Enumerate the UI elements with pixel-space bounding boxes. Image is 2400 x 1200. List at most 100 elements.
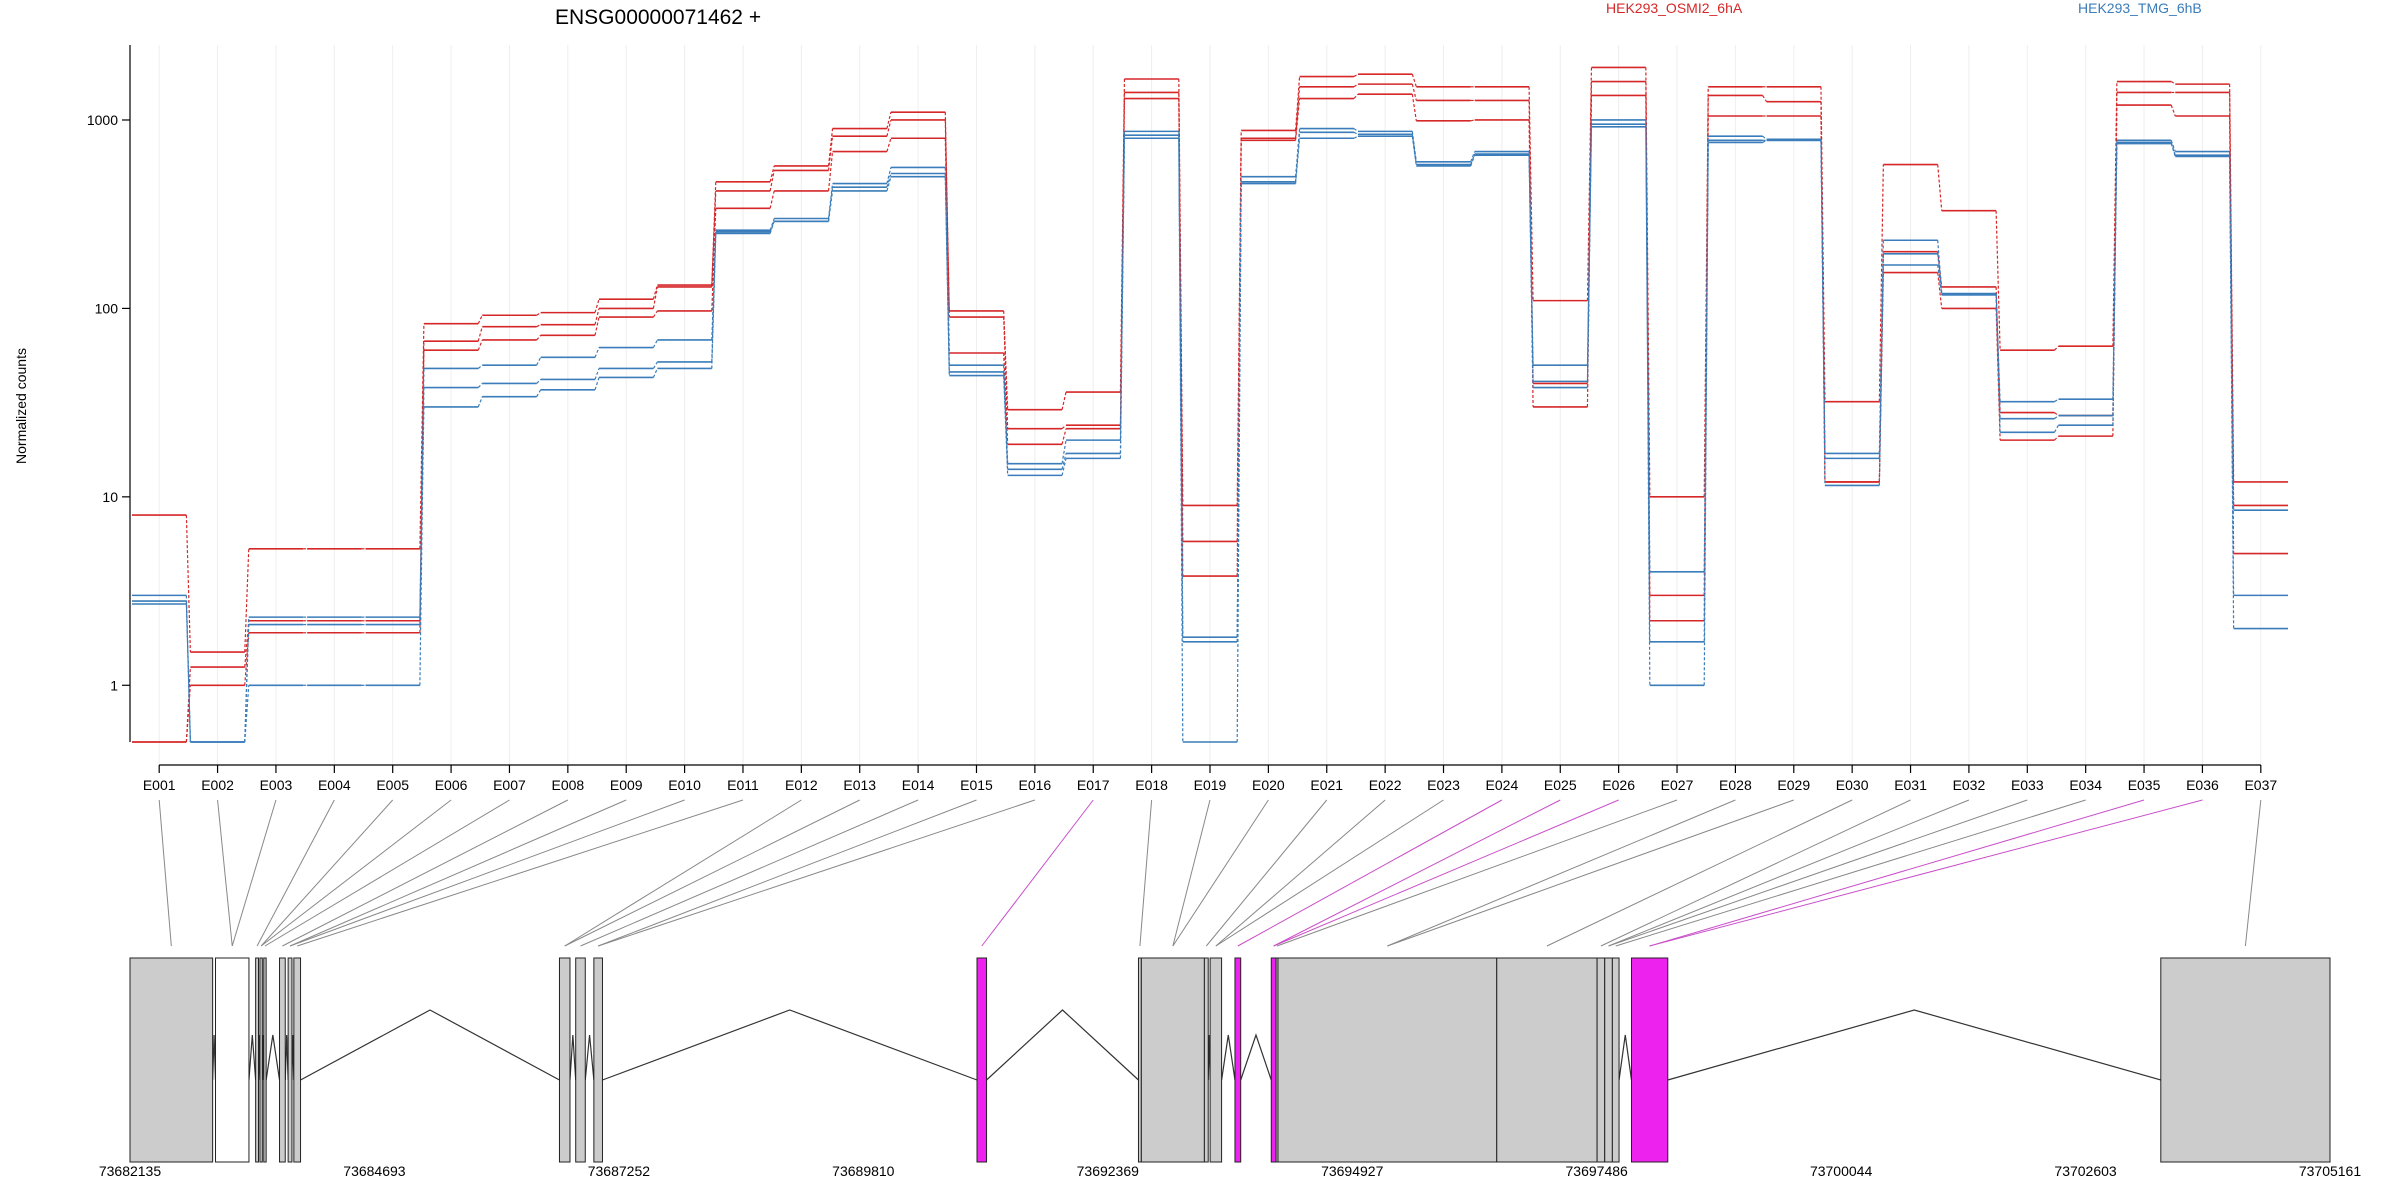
x-tick-label: E006 bbox=[435, 777, 468, 793]
step-connector bbox=[1294, 86, 1301, 139]
step-connector bbox=[244, 685, 250, 743]
exon-box bbox=[1209, 957, 1223, 1163]
step-connector bbox=[1995, 293, 2001, 402]
step-connector bbox=[2170, 81, 2176, 85]
exon-box bbox=[2160, 957, 2331, 1163]
step-connector bbox=[2054, 398, 2059, 403]
step-connector bbox=[536, 324, 541, 328]
step-connector bbox=[769, 190, 775, 209]
step-connector bbox=[2170, 143, 2176, 157]
step-connector bbox=[594, 368, 600, 380]
genomic-tick-label: 73700044 bbox=[1810, 1163, 1873, 1179]
step-connector bbox=[2170, 140, 2176, 152]
x-tick-label: E003 bbox=[260, 777, 293, 793]
step-connector bbox=[2054, 345, 2059, 351]
x-tick-label: E014 bbox=[902, 777, 935, 793]
step-connector bbox=[1353, 131, 1359, 135]
x-tick-label: E034 bbox=[2069, 777, 2102, 793]
x-tick-label: E018 bbox=[1135, 777, 1168, 793]
x-tick-label: E012 bbox=[785, 777, 818, 793]
intron-line bbox=[265, 1034, 281, 1081]
step-connector bbox=[1353, 93, 1359, 99]
step-connector bbox=[1353, 83, 1359, 88]
vertical-grid bbox=[158, 45, 2262, 765]
step-connector bbox=[1003, 375, 1009, 476]
step-connector bbox=[2054, 415, 2059, 420]
x-tick-label: E031 bbox=[1894, 777, 1927, 793]
step-connector bbox=[1353, 128, 1359, 132]
exon-box bbox=[1234, 957, 1242, 1163]
exon-box bbox=[293, 957, 302, 1163]
step-connector bbox=[1586, 124, 1593, 382]
legend-label-tmg: HEK293_TMG_6hB bbox=[2078, 0, 2202, 16]
step-connector bbox=[1528, 155, 1534, 388]
step-connector bbox=[2054, 412, 2059, 417]
step-connector bbox=[827, 190, 834, 222]
intron-line bbox=[1667, 1009, 2161, 1081]
step-connector bbox=[1937, 264, 1943, 295]
exon-connector bbox=[1387, 799, 1794, 947]
x-tick-label: E016 bbox=[1019, 777, 1052, 793]
exon-box bbox=[1140, 957, 1205, 1163]
step-connector bbox=[594, 298, 600, 313]
genomic-coordinate-axis: 73682135 73684693 73687252 73689810 73692369… bbox=[99, 1163, 2362, 1179]
x-tick-label: E007 bbox=[493, 777, 526, 793]
x-tick-label: E036 bbox=[2186, 777, 2219, 793]
exon-connector bbox=[981, 799, 1094, 947]
x-tick-label: E004 bbox=[318, 777, 351, 793]
exon-connector bbox=[597, 799, 977, 947]
exon-connector bbox=[580, 799, 919, 947]
step-connector bbox=[1236, 140, 1242, 577]
step-connector bbox=[536, 312, 541, 316]
exon-connector bbox=[289, 799, 627, 947]
step-connector bbox=[1470, 119, 1475, 122]
x-tick-label: E030 bbox=[1836, 777, 1869, 793]
step-connector bbox=[1937, 164, 1943, 211]
x-tick-label: E021 bbox=[1310, 777, 1343, 793]
step-connector bbox=[1236, 183, 1242, 743]
step-connector bbox=[2229, 156, 2235, 511]
exon-box bbox=[1270, 957, 1277, 1163]
step-connector bbox=[769, 218, 775, 231]
step-connector bbox=[1762, 135, 1767, 140]
step-connector bbox=[1411, 134, 1417, 165]
genomic-tick-label: 73684693 bbox=[343, 1163, 406, 1179]
x-tick-label: E008 bbox=[551, 777, 584, 793]
genomic-tick-label: 73689810 bbox=[832, 1163, 895, 1179]
exon-box bbox=[1496, 957, 1598, 1163]
intron-line bbox=[584, 1034, 595, 1081]
exon-box bbox=[1604, 957, 1613, 1163]
step-connector bbox=[1470, 151, 1476, 163]
step-connector bbox=[594, 308, 600, 325]
intron-line bbox=[569, 1034, 577, 1081]
step-connector bbox=[1937, 253, 1943, 295]
exon-connector bbox=[1273, 799, 1619, 947]
step-connector bbox=[1353, 135, 1359, 139]
step-connector bbox=[1411, 136, 1417, 167]
step-connector bbox=[594, 316, 600, 336]
exon-connector bbox=[1215, 799, 1444, 947]
step-connector bbox=[244, 624, 250, 743]
exon-connector bbox=[1649, 799, 2203, 947]
exon-connector bbox=[1608, 799, 1970, 947]
exon-connector bbox=[1215, 799, 1386, 947]
step-connector bbox=[769, 170, 775, 192]
exon-box bbox=[259, 957, 263, 1163]
step-connector bbox=[536, 389, 542, 397]
chart-title: ENSG00000071462 + bbox=[555, 6, 761, 29]
step-connector bbox=[711, 181, 717, 286]
step-connector bbox=[1236, 130, 1242, 506]
step-connector bbox=[886, 112, 892, 129]
genomic-tick-label: 73694927 bbox=[1321, 1163, 1384, 1179]
exon-box bbox=[1611, 957, 1620, 1163]
x-tick-label: E005 bbox=[376, 777, 409, 793]
exon-connector bbox=[1600, 799, 1911, 947]
x-tick-label: E017 bbox=[1077, 777, 1110, 793]
exon-box bbox=[593, 957, 603, 1163]
y-axis: 1 10 100 1000 bbox=[87, 45, 131, 742]
exon-connector bbox=[1172, 799, 1211, 947]
intron-line bbox=[248, 1034, 257, 1081]
step-connector bbox=[2112, 143, 2118, 426]
step-connector bbox=[1294, 132, 1301, 182]
step-connector bbox=[1003, 317, 1009, 429]
